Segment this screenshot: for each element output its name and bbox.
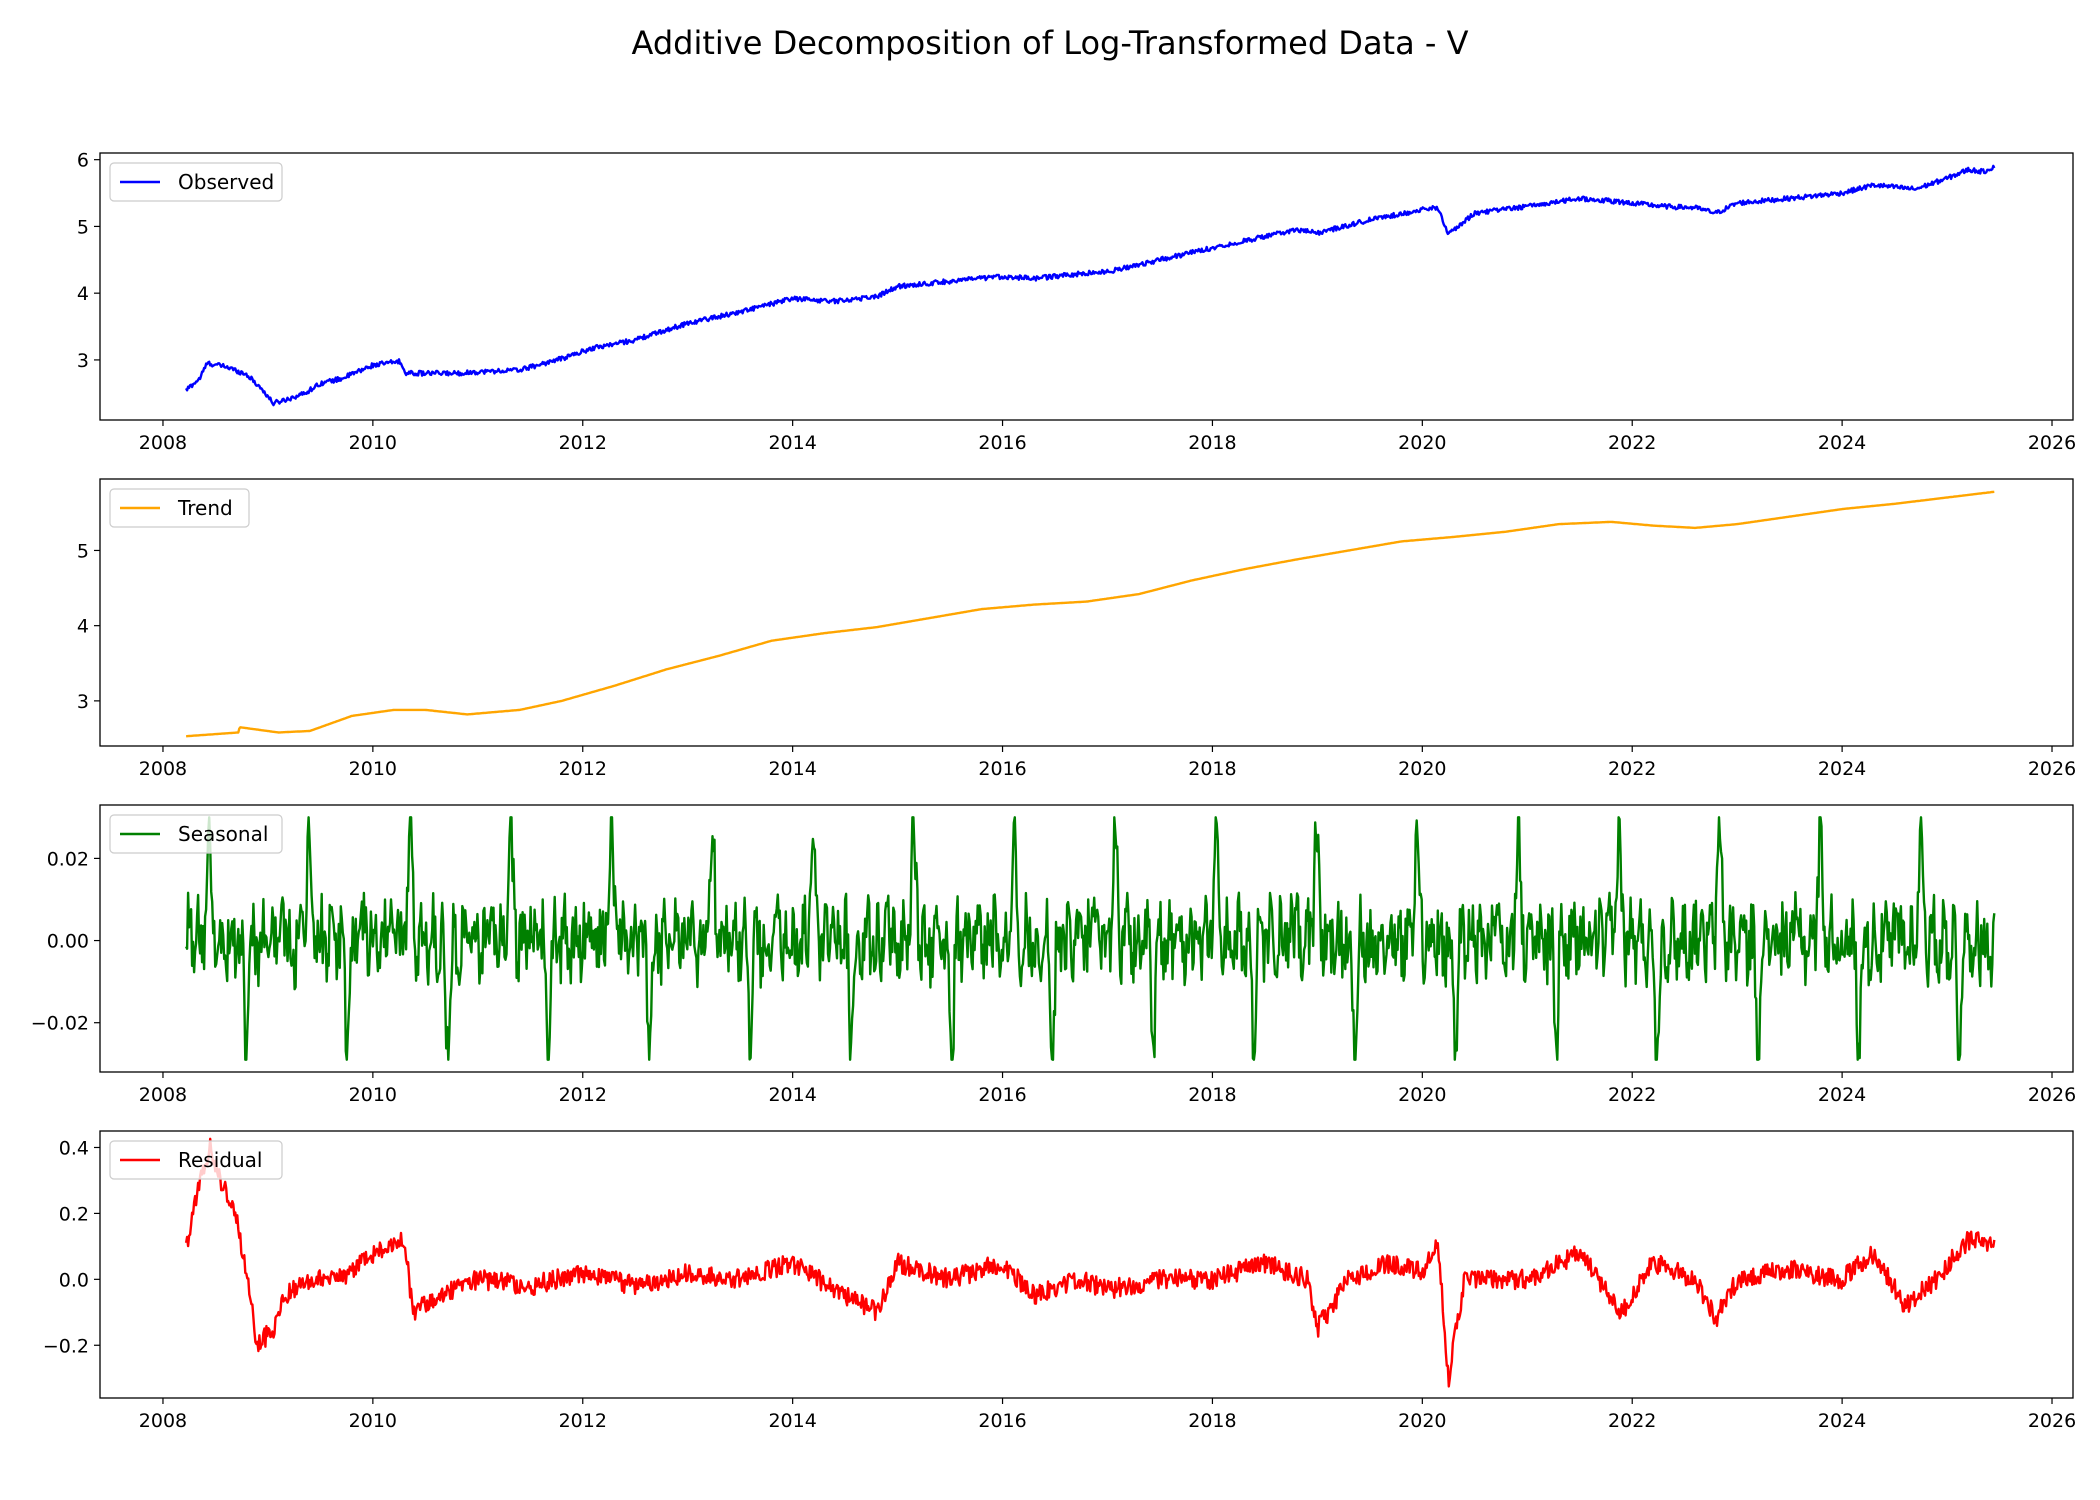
legend-box <box>109 1140 283 1180</box>
x-tick-label: 2022 <box>1608 1410 1656 1432</box>
series-line-observed <box>185 164 1996 407</box>
legend: Seasonal <box>109 814 283 854</box>
x-tick-label: 2026 <box>2028 758 2076 780</box>
x-tick-label: 2018 <box>1188 758 1236 780</box>
x-tick-label: 2010 <box>349 758 397 780</box>
x-tick-label: 2024 <box>1818 432 1866 454</box>
x-tick-label: 2014 <box>768 758 816 780</box>
x-tick-label: 2024 <box>1818 1084 1866 1106</box>
x-tick-label: 2010 <box>349 432 397 454</box>
legend: Trend <box>109 488 250 528</box>
x-tick-label: 2012 <box>559 432 607 454</box>
x-tick-label: 2014 <box>768 1084 816 1106</box>
y-tick-label: −0.02 <box>31 1013 89 1035</box>
x-tick-label: 2022 <box>1608 432 1656 454</box>
x-tick-label: 2014 <box>768 432 816 454</box>
y-tick-label: 4 <box>77 616 89 638</box>
x-tick-label: 2020 <box>1398 1410 1446 1432</box>
x-tick-label: 2008 <box>139 1410 187 1432</box>
x-tick-label: 2026 <box>2028 1084 2076 1106</box>
y-tick-label: 6 <box>77 150 89 172</box>
x-tick-label: 2018 <box>1188 1084 1236 1106</box>
legend-box <box>109 488 250 528</box>
y-tick-label: 4 <box>77 283 89 305</box>
y-tick-label: 0.2 <box>59 1203 89 1225</box>
x-tick-label: 2012 <box>559 1410 607 1432</box>
legend-label: Trend <box>177 496 233 520</box>
legend-box <box>109 162 283 202</box>
subplot-observed: 2008 2010 2012 2014 2016 2018 2020 2022 2024 2026… <box>77 150 2076 454</box>
series-line-trend <box>185 490 1995 738</box>
x-tick-label: 2024 <box>1818 758 1866 780</box>
axes-frame <box>99 1130 2074 1399</box>
series-line-residual <box>184 1137 1996 1388</box>
legend: Residual <box>109 1140 283 1180</box>
x-tick-label: 2016 <box>978 1084 1026 1106</box>
y-tick-label: 3 <box>77 691 89 713</box>
x-tick-label: 2026 <box>2028 1410 2076 1432</box>
y-tick-label: 0.00 <box>47 931 89 953</box>
subplot-residual: 2008 2010 2012 2014 2016 2018 2020 2022 2024 2026… <box>43 1130 2076 1432</box>
subplot-seasonal: 2008 2010 2012 2014 2016 2018 2020 2022 2024 2026… <box>31 804 2076 1106</box>
legend-box <box>109 814 283 854</box>
legend-label: Observed <box>178 170 274 194</box>
legend: Observed <box>109 162 283 202</box>
x-tick-label: 2012 <box>559 1084 607 1106</box>
y-tick-label: 5 <box>77 216 89 238</box>
x-tick-label: 2008 <box>139 1084 187 1106</box>
y-tick-label: 0.0 <box>59 1269 89 1291</box>
y-tick-label: 5 <box>77 540 89 562</box>
y-tick-label: 0.02 <box>47 848 89 870</box>
subplot-trend: 2008 2010 2012 2014 2016 2018 2020 2022 2024 2026… <box>77 478 2076 780</box>
y-tick-label: 3 <box>77 350 89 372</box>
x-tick-label: 2018 <box>1188 432 1236 454</box>
x-tick-label: 2020 <box>1398 1084 1446 1106</box>
x-tick-label: 2010 <box>349 1084 397 1106</box>
axes-frame <box>99 804 2074 1073</box>
x-tick-label: 2012 <box>559 758 607 780</box>
x-tick-label: 2020 <box>1398 432 1446 454</box>
x-tick-label: 2022 <box>1608 758 1656 780</box>
x-tick-label: 2014 <box>768 1410 816 1432</box>
x-tick-label: 2016 <box>978 1410 1026 1432</box>
x-tick-label: 2022 <box>1608 1084 1656 1106</box>
y-tick-label: −0.2 <box>43 1335 89 1357</box>
x-tick-label: 2008 <box>139 758 187 780</box>
axes-frame <box>99 152 2074 421</box>
figure-title: Additive Decomposition of Log-Transforme… <box>631 24 1469 62</box>
x-tick-label: 2026 <box>2028 432 2076 454</box>
x-tick-label: 2010 <box>349 1410 397 1432</box>
x-tick-label: 2016 <box>978 758 1026 780</box>
x-tick-label: 2008 <box>139 432 187 454</box>
x-tick-label: 2016 <box>978 432 1026 454</box>
x-tick-label: 2020 <box>1398 758 1446 780</box>
x-tick-label: 2024 <box>1818 1410 1866 1432</box>
legend-label: Seasonal <box>178 822 268 846</box>
legend-label: Residual <box>178 1148 262 1172</box>
x-tick-label: 2018 <box>1188 1410 1236 1432</box>
axes-frame <box>99 478 2074 747</box>
y-tick-label: 0.4 <box>59 1137 89 1159</box>
series-line-seasonal <box>185 816 1996 1061</box>
